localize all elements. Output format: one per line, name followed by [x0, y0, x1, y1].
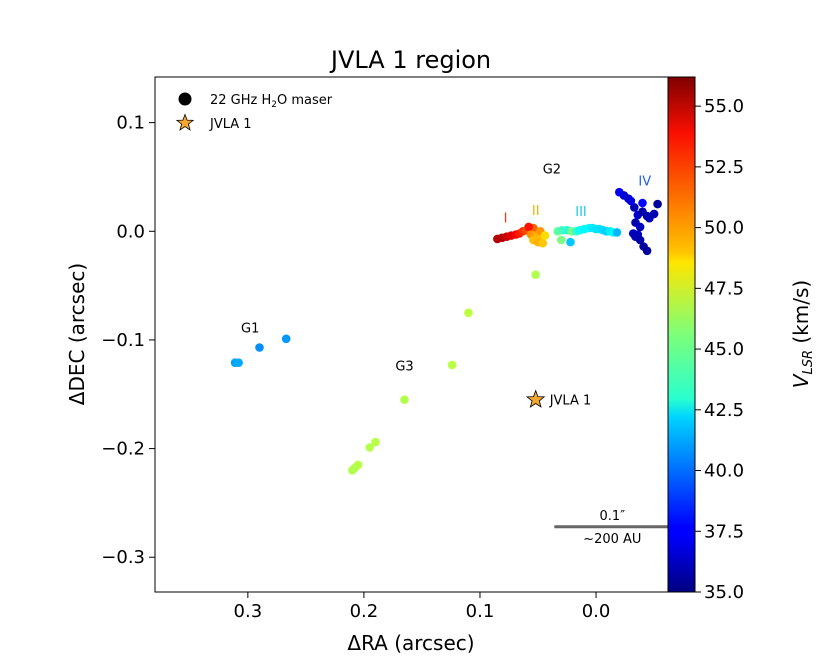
jvla1-star-marker	[526, 389, 546, 408]
maser-point	[630, 203, 639, 212]
colorbar-tick-label: 52.5	[704, 157, 744, 178]
y-tick-label: −0.1	[101, 330, 145, 351]
colorbar-ticks: 55.0 52.5 50.0 47.5 45.0 42.5 40.0 37.5 35.0	[695, 96, 744, 603]
y-tick-label: −0.2	[101, 439, 145, 460]
maser-point	[540, 231, 550, 240]
annotation-g3: G3	[395, 359, 413, 374]
jvla1-star-label: JVLA 1	[549, 394, 592, 409]
maser-point	[365, 443, 375, 452]
x-tick-label: 0.0	[582, 601, 611, 622]
annotation-iv: IV	[638, 175, 651, 190]
colorbar-tick-label: 55.0	[704, 96, 744, 117]
maser-point	[556, 235, 566, 245]
maser-point	[635, 222, 645, 232]
maser-point	[653, 199, 662, 209]
legend-star-icon	[175, 113, 195, 131]
annotation-ii: II	[532, 204, 540, 219]
maser-point	[400, 395, 409, 405]
maser-point	[234, 358, 243, 368]
legend-circle-icon	[178, 92, 192, 106]
colorbar-tick-label: 45.0	[704, 339, 744, 360]
x-tick-label: 0.1	[466, 601, 495, 622]
colorbar-label: VLSR (km/s)	[789, 280, 816, 388]
x-tick-label: 0.3	[234, 601, 263, 622]
maser-point	[638, 198, 647, 208]
colorbar-tick-label: 40.0	[704, 461, 744, 482]
y-tick-label: 0.0	[116, 221, 145, 242]
maser-point	[626, 196, 636, 206]
y-tick-label: −0.3	[101, 547, 145, 568]
y-axis-label: ΔDEC (arcsec)	[65, 263, 89, 405]
colorbar-tick-label: 35.0	[704, 582, 744, 603]
annotation-g2: G2	[543, 163, 561, 178]
maser-point	[464, 308, 473, 318]
x-axis-label: ΔRA (arcsec)	[347, 631, 474, 655]
plot-frame	[154, 76, 669, 593]
scale-bar: 0.1″ ~200 AU	[554, 509, 671, 547]
colorbar-tick-label: 47.5	[704, 278, 744, 299]
maser-point	[255, 343, 264, 352]
colorbar-tick-label: 42.5	[704, 400, 744, 421]
scale-bar-distance: ~200 AU	[583, 532, 641, 547]
maser-point	[645, 213, 654, 223]
scale-bar-length: 0.1″	[600, 509, 626, 524]
annotation-i: I	[504, 212, 508, 227]
maser-point	[642, 246, 652, 256]
x-axis: 0.3 0.2 0.1 0.0	[234, 592, 611, 622]
maser-point	[633, 230, 643, 239]
maser-point	[281, 334, 291, 344]
maser-point	[371, 437, 380, 447]
maser-point	[531, 270, 540, 280]
colorbar-tick-label: 50.0	[704, 218, 744, 239]
maser-point	[447, 360, 457, 370]
maser-point	[538, 238, 547, 248]
y-tick-label: 0.1	[116, 113, 145, 134]
legend-label-maser: 22 GHz H2O maser	[210, 93, 333, 110]
colorbar: 55.0 52.5 50.0 47.5 45.0 42.5 40.0 37.5 35.0 VLS…	[667, 76, 816, 603]
y-axis: 0.1 0.0 −0.1 −0.2 −0.3	[101, 113, 155, 568]
legend-label-jvla: JVLA 1	[209, 117, 252, 132]
colorbar-gradient	[667, 76, 696, 593]
maser-point	[524, 222, 533, 232]
legend: 22 GHz H2O maser JVLA 1	[175, 92, 333, 132]
chart-title: JVLA 1 region	[329, 46, 491, 74]
maser-point	[612, 228, 622, 237]
annotation-iii: III	[575, 205, 587, 220]
maser-point	[348, 466, 357, 475]
colorbar-tick-label: 37.5	[704, 521, 744, 542]
annotation-g1: G1	[241, 321, 259, 336]
x-tick-label: 0.2	[350, 601, 379, 622]
maser-point	[566, 237, 575, 247]
